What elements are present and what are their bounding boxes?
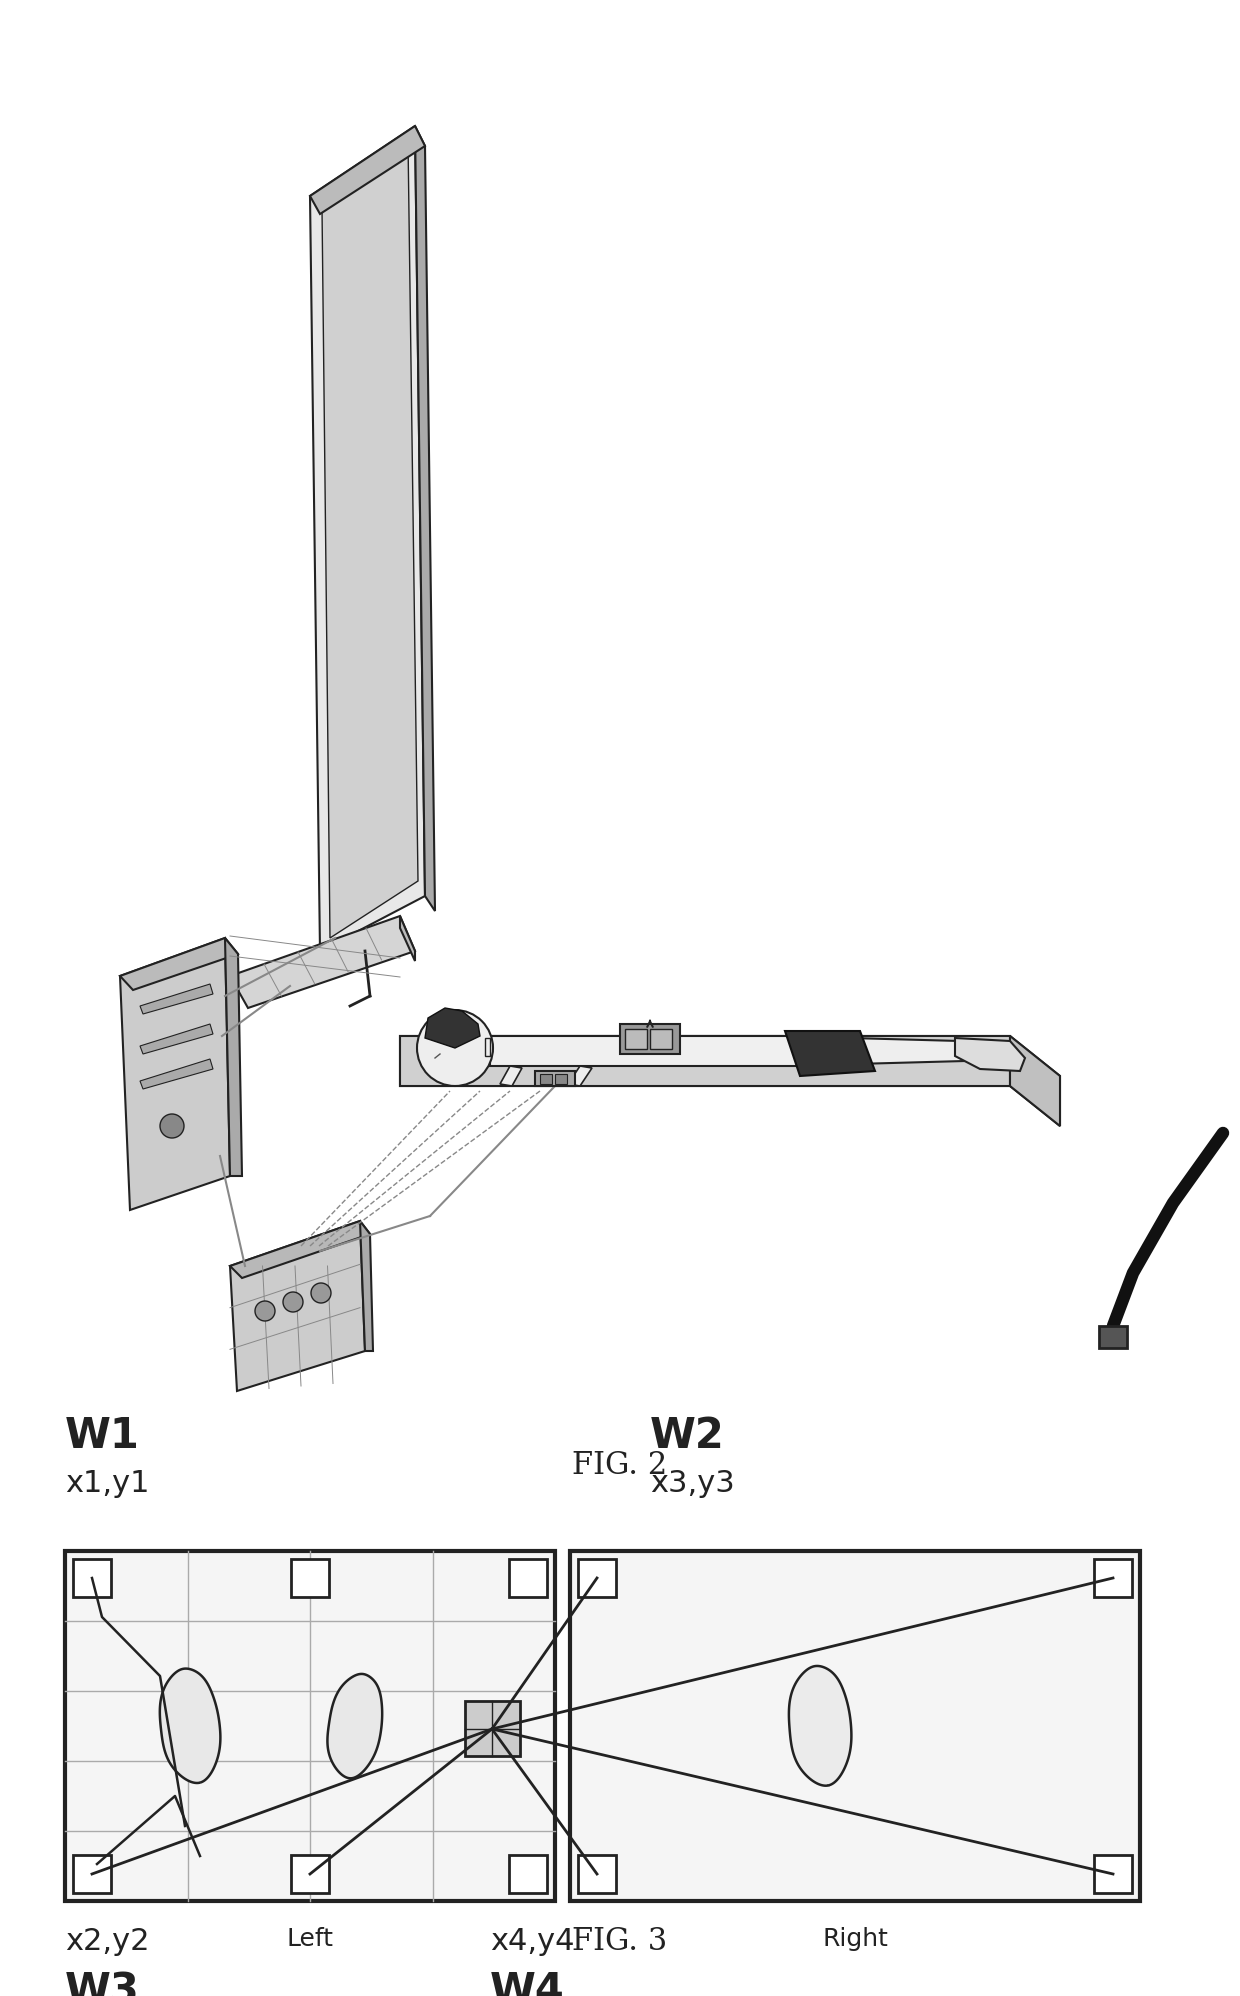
Polygon shape xyxy=(310,126,425,214)
Bar xyxy=(1094,1559,1132,1597)
Polygon shape xyxy=(401,916,415,960)
Bar xyxy=(620,1024,680,1054)
Polygon shape xyxy=(160,1669,221,1782)
Polygon shape xyxy=(360,1222,373,1351)
Bar xyxy=(64,1551,556,1900)
Circle shape xyxy=(311,1283,331,1303)
Text: W1: W1 xyxy=(64,1415,140,1457)
Polygon shape xyxy=(140,1060,213,1090)
Text: FIG. 2: FIG. 2 xyxy=(573,1451,667,1481)
Polygon shape xyxy=(785,1032,875,1076)
Bar xyxy=(539,1074,552,1084)
Polygon shape xyxy=(415,126,435,910)
Circle shape xyxy=(283,1291,303,1311)
Bar xyxy=(508,1854,547,1892)
Polygon shape xyxy=(500,1066,522,1086)
Polygon shape xyxy=(229,1222,365,1391)
Polygon shape xyxy=(327,1675,382,1778)
Bar xyxy=(508,1559,547,1597)
Bar xyxy=(578,1559,616,1597)
Bar xyxy=(1094,1854,1132,1892)
Polygon shape xyxy=(229,916,415,1008)
Bar xyxy=(291,1559,329,1597)
Bar xyxy=(73,1559,112,1597)
Text: x3,y3: x3,y3 xyxy=(650,1469,735,1497)
Polygon shape xyxy=(1011,1036,1060,1126)
Circle shape xyxy=(417,1010,494,1086)
Polygon shape xyxy=(322,142,418,938)
Polygon shape xyxy=(401,1036,1060,1126)
Bar xyxy=(570,1551,1140,1900)
Text: W4: W4 xyxy=(490,1970,564,1996)
Polygon shape xyxy=(224,938,242,1176)
Text: W3: W3 xyxy=(64,1970,140,1996)
Text: x4,y4: x4,y4 xyxy=(490,1926,574,1956)
Text: FIG. 3: FIG. 3 xyxy=(573,1926,667,1956)
Bar xyxy=(1099,1325,1127,1347)
Text: Left: Left xyxy=(286,1926,334,1950)
Polygon shape xyxy=(425,1008,480,1048)
Polygon shape xyxy=(120,938,229,1210)
Bar xyxy=(291,1854,329,1892)
Polygon shape xyxy=(120,938,238,990)
Text: Right: Right xyxy=(822,1926,888,1950)
Polygon shape xyxy=(789,1667,852,1786)
Polygon shape xyxy=(140,984,213,1014)
Bar xyxy=(578,1854,616,1892)
Bar xyxy=(650,1030,672,1050)
Bar xyxy=(465,1701,520,1756)
Bar xyxy=(556,1074,567,1084)
Polygon shape xyxy=(849,1038,965,1064)
Bar xyxy=(625,1030,647,1050)
Polygon shape xyxy=(140,1024,213,1054)
Polygon shape xyxy=(310,126,425,950)
Circle shape xyxy=(255,1301,275,1321)
Text: W2: W2 xyxy=(650,1415,724,1457)
Circle shape xyxy=(160,1114,184,1138)
Bar xyxy=(73,1854,112,1892)
Text: x2,y2: x2,y2 xyxy=(64,1926,150,1956)
Text: x1,y1: x1,y1 xyxy=(64,1469,150,1497)
Polygon shape xyxy=(955,1038,1025,1072)
Polygon shape xyxy=(229,1222,370,1277)
Bar xyxy=(534,1072,575,1086)
Polygon shape xyxy=(490,1036,820,1066)
Polygon shape xyxy=(568,1066,591,1086)
Polygon shape xyxy=(485,1038,490,1056)
Polygon shape xyxy=(401,1036,1011,1086)
